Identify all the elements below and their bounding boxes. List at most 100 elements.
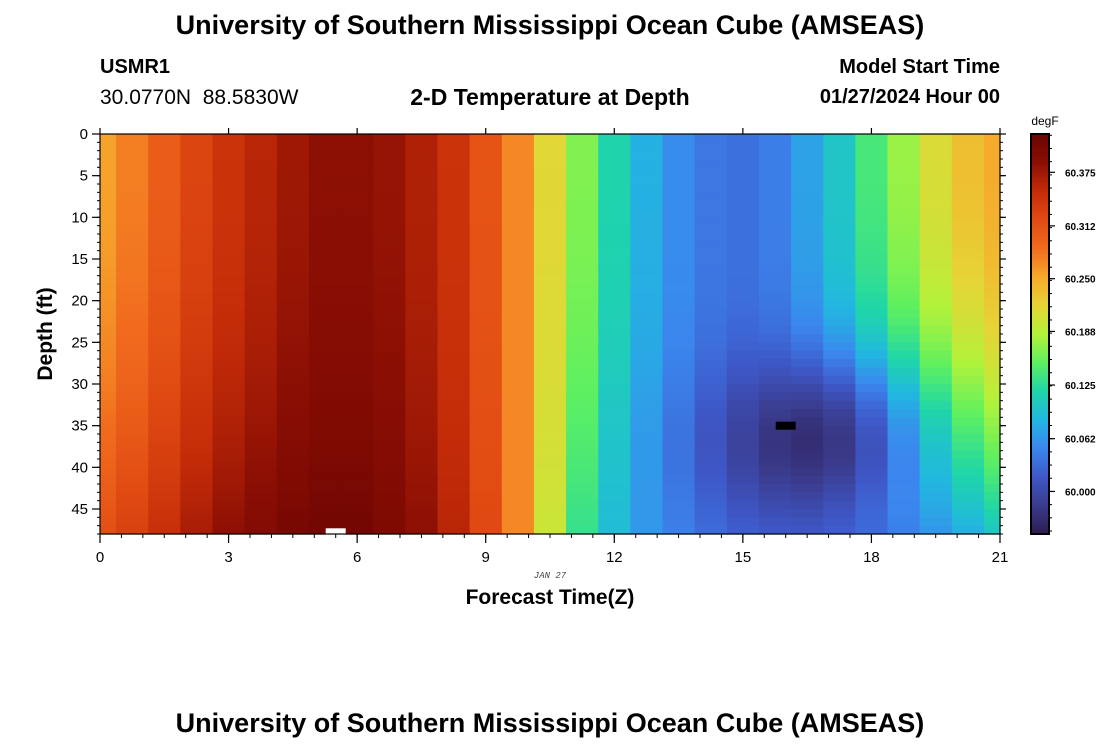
heatmap-cell (791, 317, 824, 327)
heatmap-cell (951, 225, 985, 235)
heatmap-cell (437, 150, 471, 160)
heatmap-cell (726, 409, 760, 418)
heatmap-cell (887, 434, 921, 443)
y-tick-label: 35 (71, 418, 88, 435)
heatmap-cell (533, 417, 567, 427)
heatmap-cell (341, 209, 374, 218)
heatmap-cell (566, 484, 599, 493)
heatmap-cell (855, 442, 889, 452)
heatmap-cell (919, 384, 953, 393)
heatmap-cell (598, 309, 631, 318)
heatmap-cell (244, 175, 278, 185)
heatmap-cell (598, 334, 631, 343)
heatmap-cell (100, 217, 117, 227)
heatmap-cell (373, 492, 406, 502)
heatmap-cell (148, 459, 181, 468)
heatmap-cell (694, 350, 728, 360)
heatmap-cell (308, 384, 342, 393)
heatmap-cell (212, 259, 246, 268)
heatmap-cell (308, 325, 342, 335)
heatmap-cell (855, 350, 889, 360)
heatmap-cell (405, 309, 439, 318)
heatmap-cell (341, 275, 374, 285)
heatmap-cell (244, 442, 278, 452)
heatmap-cell (823, 184, 856, 193)
heatmap-cell (919, 475, 953, 485)
heatmap-cell (308, 234, 342, 243)
heatmap-cell (501, 317, 535, 327)
heatmap-cell (276, 475, 310, 485)
heatmap-cell (887, 484, 921, 493)
heatmap-cell (373, 450, 406, 460)
heatmap-cell (148, 525, 181, 535)
heatmap-cell (180, 284, 214, 293)
heatmap-cell (373, 359, 406, 368)
heatmap-cell (469, 159, 503, 168)
heatmap-cell (758, 442, 792, 452)
heatmap-cell (469, 342, 503, 352)
heatmap-cell (148, 484, 181, 493)
heatmap-cell (694, 292, 728, 302)
heatmap-cell (566, 167, 599, 177)
heatmap-cell (983, 292, 1001, 302)
heatmap-cell (180, 200, 214, 210)
heatmap-cell (887, 267, 921, 277)
heatmap-cell (501, 442, 535, 452)
heatmap-cell (630, 384, 664, 393)
heatmap-cell (791, 184, 824, 193)
heatmap-cell (791, 500, 824, 510)
heatmap-cell (244, 484, 278, 493)
heatmap-cell (694, 134, 728, 143)
heatmap-cell (469, 509, 503, 518)
heatmap-cell (919, 425, 953, 435)
heatmap-cell (308, 434, 342, 443)
heatmap-cell (276, 184, 310, 193)
chart-axes: 0 3 6 9 12 15 18 21 0 5 10 15 20 25 30 35 40 45 (71, 126, 1008, 566)
heatmap-cell (726, 509, 760, 518)
heatmap-cell (726, 309, 760, 318)
heatmap-cell (662, 225, 696, 235)
heatmap-cell (758, 417, 792, 427)
heatmap-cell (823, 425, 856, 435)
heatmap-cell (791, 275, 824, 285)
heatmap-cell (148, 509, 181, 518)
heatmap-cell (630, 300, 664, 310)
heatmap-cell (855, 167, 889, 177)
heatmap-cell (855, 309, 889, 318)
heatmap-cell (148, 267, 181, 277)
heatmap-cell (501, 200, 535, 210)
heatmap-cell (405, 184, 439, 193)
heatmap-cell (630, 442, 664, 452)
heatmap-cell (244, 517, 278, 527)
heatmap-cell (341, 292, 374, 302)
model-start-value: 01/27/2024 Hour 00 (819, 86, 1000, 108)
heatmap-cell (887, 242, 921, 252)
heatmap-cell (212, 292, 246, 302)
heatmap-cell (951, 392, 985, 402)
heatmap-cell (598, 184, 631, 193)
heatmap-cell (341, 234, 374, 243)
heatmap-cell (855, 267, 889, 277)
heatmap-cell (758, 150, 792, 160)
heatmap-cell (437, 467, 471, 477)
heatmap-cell (726, 275, 760, 285)
heatmap-cell (405, 192, 439, 202)
heatmap-cell (180, 450, 214, 460)
heatmap-cell (148, 475, 181, 485)
heatmap-cell (823, 192, 856, 202)
heatmap-cell (566, 400, 599, 410)
heatmap-cell (308, 225, 342, 235)
heatmap-cell (469, 234, 503, 243)
heatmap-cell (469, 425, 503, 435)
heatmap-cell (116, 309, 149, 318)
heatmap-cell (726, 192, 760, 202)
heatmap-cell (566, 209, 599, 218)
heatmap-cell (598, 209, 631, 218)
heatmap-cell (341, 350, 374, 360)
heatmap-cell (212, 475, 246, 485)
heatmap-cell (308, 192, 342, 202)
heatmap-cell (405, 459, 439, 468)
heatmap-cell (598, 367, 631, 377)
heatmap-cell (244, 425, 278, 435)
heatmap-cell (308, 300, 342, 310)
